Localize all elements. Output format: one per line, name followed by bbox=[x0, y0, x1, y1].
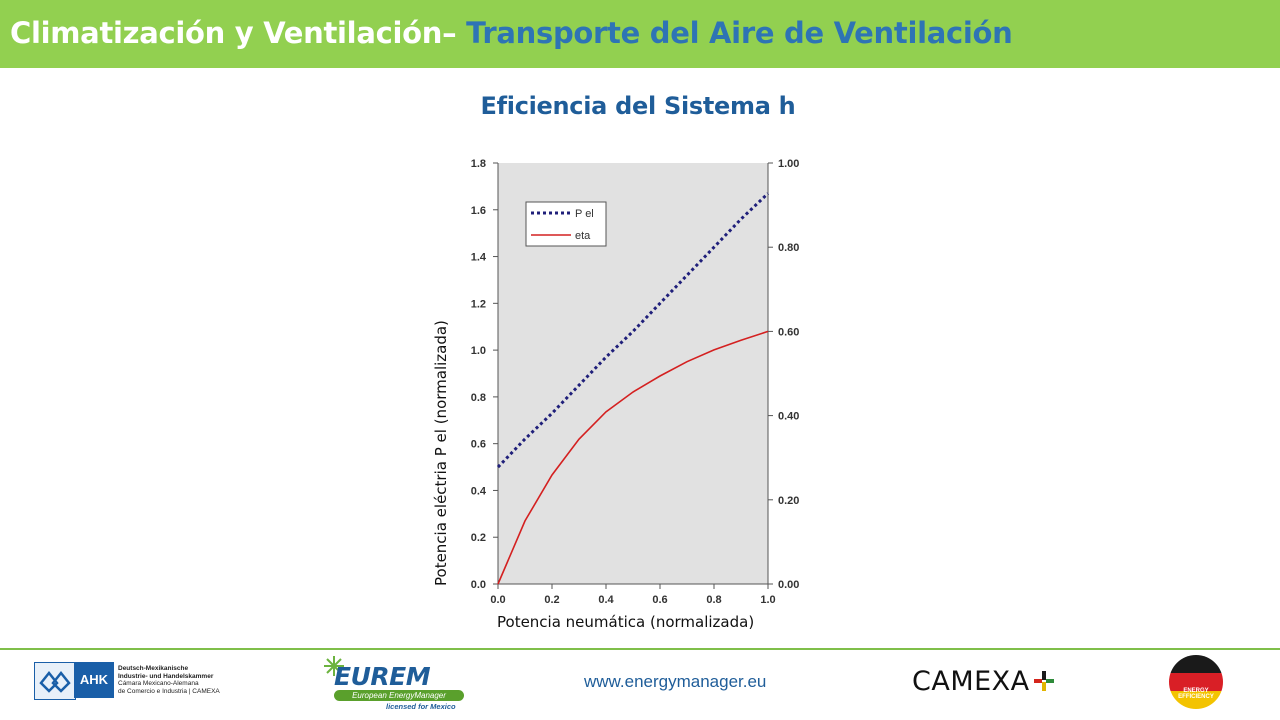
y-tick-label: 0.0 bbox=[471, 579, 486, 591]
x-tick-label: 1.0 bbox=[760, 594, 775, 606]
y2-tick-label: 0.60 bbox=[778, 326, 799, 338]
y-tick-label: 0.4 bbox=[471, 485, 487, 497]
energy-efficiency-text: ENERGY EFFICIENCY bbox=[1172, 688, 1220, 700]
x-tick-label: 0.2 bbox=[544, 594, 559, 606]
series-layer bbox=[496, 192, 770, 585]
camexa-logo: CAMEXA bbox=[912, 666, 1062, 700]
y-tick-label: 0.6 bbox=[471, 439, 486, 451]
website-link[interactable]: www.energymanager.eu bbox=[584, 672, 767, 691]
slide-title: Eficiencia del Sistema h bbox=[480, 92, 796, 120]
ahk-line-3: Cámara Mexicano-Alemana bbox=[118, 680, 199, 687]
x-tick-label: 0.4 bbox=[598, 594, 614, 606]
header-title-accent: Transporte del Aire de Ventilación bbox=[466, 16, 1013, 50]
y2-tick-label: 1.00 bbox=[778, 158, 799, 170]
y2-tick-label: 0.80 bbox=[778, 242, 799, 254]
ahk-line-2: Industrie- und Handelskammer bbox=[118, 672, 214, 680]
y-tick-label: 1.8 bbox=[471, 158, 486, 170]
x-tick-label: 0.8 bbox=[706, 594, 721, 606]
series-line-eta bbox=[497, 330, 769, 585]
y-axis-label: Potencia eléctria P el (normalizada) bbox=[432, 320, 450, 586]
header-title-main: Climatización y Ventilación– bbox=[10, 16, 457, 50]
ahk-badge: AHK bbox=[74, 662, 114, 698]
y-tick-label: 0.8 bbox=[471, 392, 486, 404]
axes: 0.0 0.2 0.4 0.6 0.8 1.0 0.0 0.2 0.4 0.6 0.8 1.0 1.2 1… bbox=[471, 158, 800, 606]
y-tick-label: 1.6 bbox=[471, 205, 486, 217]
eurem-spark-icon bbox=[324, 656, 344, 676]
ahk-emblem bbox=[34, 662, 76, 700]
header-bar: Climatización y Ventilación– Transporte … bbox=[0, 0, 1280, 68]
legend: P el eta bbox=[525, 201, 607, 247]
eurem-subtitle: licensed for Mexico bbox=[386, 702, 456, 711]
eurem-band: European EnergyManager bbox=[334, 690, 464, 701]
footer: AHK Deutsch-Mexikanische Industrie- und … bbox=[0, 650, 1280, 720]
ahk-logo: AHK Deutsch-Mexikanische Industrie- und … bbox=[34, 662, 220, 700]
legend-box bbox=[525, 201, 607, 247]
eurem-logo: EUREM European EnergyManager licensed fo… bbox=[322, 654, 468, 712]
y-tick-label: 1.2 bbox=[471, 298, 486, 310]
y-tick-label: 1.0 bbox=[471, 345, 486, 357]
header-title: Climatización y Ventilación– Transporte … bbox=[10, 16, 1013, 50]
legend-label-eta: eta bbox=[575, 230, 591, 242]
camexa-plus-icon bbox=[1034, 671, 1054, 691]
y2-tick-label: 0.20 bbox=[778, 495, 799, 507]
camexa-wordmark: CAMEXA bbox=[912, 666, 1030, 697]
ahk-text: Deutsch-Mexikanische Industrie- und Hand… bbox=[118, 665, 220, 695]
eurem-wordmark: EUREM bbox=[334, 662, 431, 691]
efficiency-chart: 0.0 0.2 0.4 0.6 0.8 1.0 0.0 0.2 0.4 0.6 0.8 1.0 1.2 1… bbox=[432, 158, 800, 631]
ahk-line-4: de Comercio e Industria | CAMEXA bbox=[118, 687, 220, 695]
x-axis-label: Potencia neumática (normalizada) bbox=[497, 613, 754, 631]
energy-efficiency-logo: ENERGY EFFICIENCY bbox=[1168, 654, 1224, 710]
x-tick-label: 0.6 bbox=[652, 594, 667, 606]
footer-divider bbox=[0, 648, 1280, 650]
legend-label-pel: P el bbox=[575, 208, 594, 220]
y2-tick-label: 0.00 bbox=[778, 579, 799, 591]
ee-line-1: ENERGY bbox=[1183, 688, 1209, 694]
y-tick-label: 1.4 bbox=[471, 252, 487, 264]
ahk-line-1: Deutsch-Mexikanische bbox=[118, 665, 189, 672]
y2-tick-label: 0.40 bbox=[778, 411, 799, 423]
y-tick-label: 0.2 bbox=[471, 532, 486, 544]
ee-line-2: EFFICIENCY bbox=[1178, 694, 1214, 700]
x-tick-label: 0.0 bbox=[490, 594, 505, 606]
